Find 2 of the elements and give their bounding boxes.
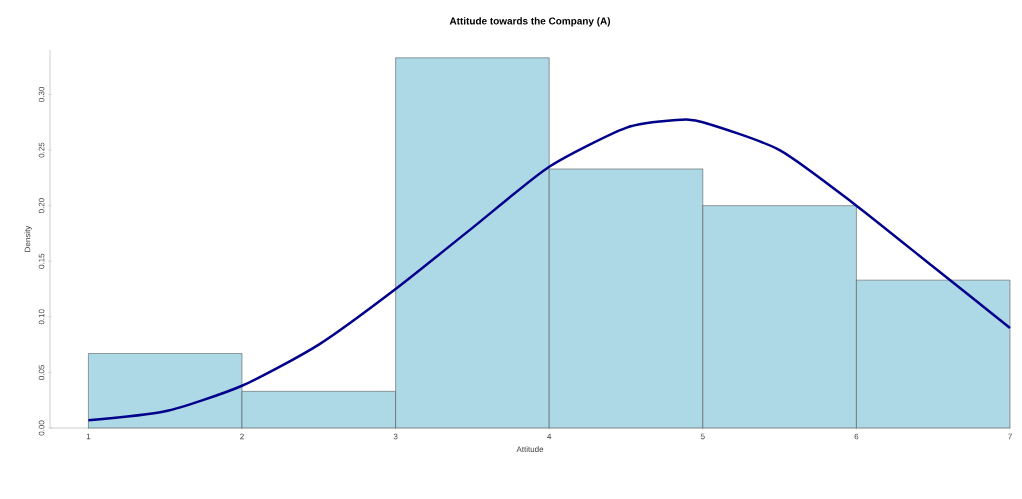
chart-title: Attitude towards the Company (A) — [449, 17, 611, 27]
line-series — [87, 118, 1012, 422]
